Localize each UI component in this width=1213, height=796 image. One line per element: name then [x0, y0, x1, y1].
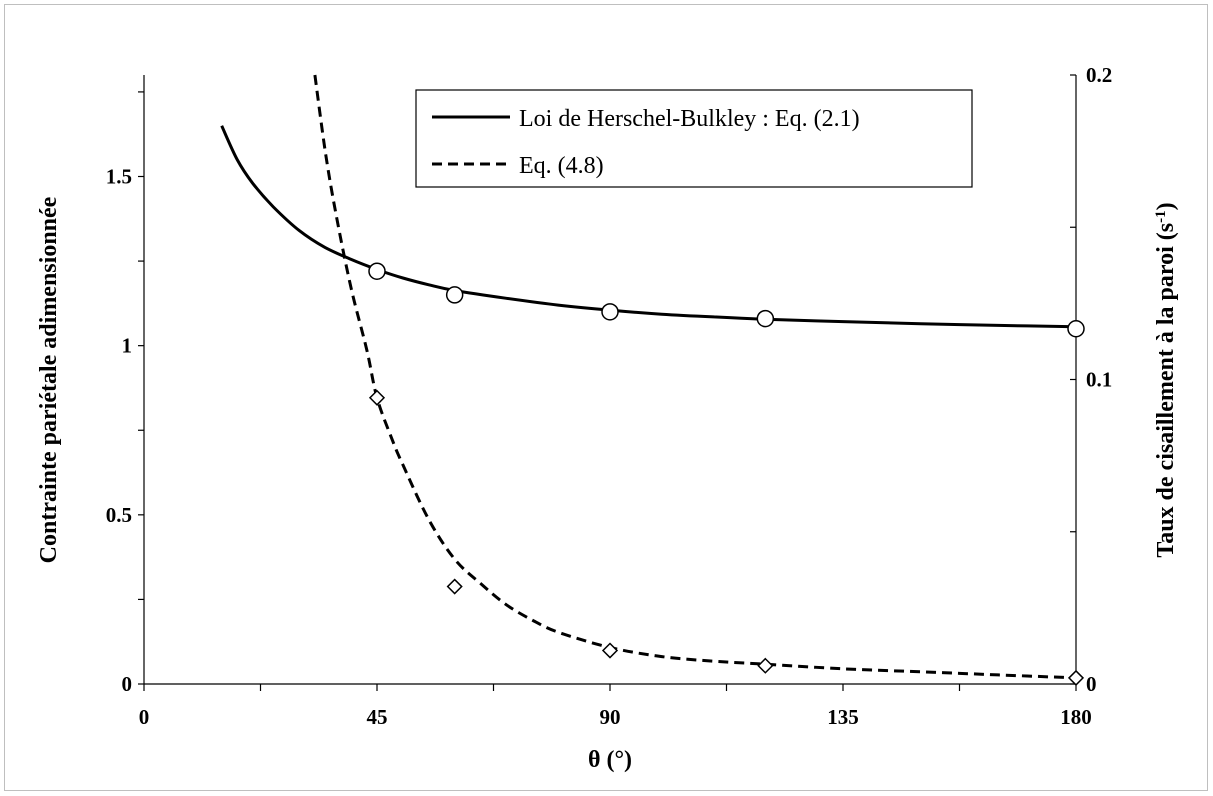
legend-label-herschel: Loi de Herschel-Bulkley : Eq. (2.1)	[519, 106, 860, 132]
x-tick-label: 135	[827, 705, 859, 729]
legend: Loi de Herschel-Bulkley : Eq. (2.1) Eq. …	[415, 89, 973, 188]
data-point-diamond	[446, 578, 463, 595]
y-right-tick-label: 0	[1086, 672, 1097, 696]
axes-layer	[143, 75, 1077, 685]
y-right-tick-label: 0.1	[1086, 368, 1112, 392]
data-point-circle	[445, 286, 464, 304]
x-tick-label: 180	[1060, 705, 1092, 729]
data-point-circle	[1067, 320, 1085, 338]
data-point-circle	[601, 303, 619, 321]
y-left-tick-label: 1.5	[106, 165, 132, 189]
y-axis-left-label: Contrainte pariétale adimensionnée	[36, 196, 62, 563]
x-tick-label: 90	[600, 705, 621, 729]
data-point-diamond	[757, 657, 774, 674]
y-right-tick-label: 0.2	[1086, 63, 1112, 87]
x-axis-label: θ (°)	[588, 747, 632, 773]
legend-label-eq48: Eq. (4.8)	[519, 153, 604, 179]
y-left-tick-label: 0.5	[106, 503, 132, 527]
x-tick-label: 45	[367, 705, 388, 729]
y-axis-right-label-sup: -1	[1153, 210, 1169, 223]
markers-layer	[368, 262, 1085, 686]
legend-box	[415, 89, 973, 188]
data-point-diamond	[368, 389, 386, 406]
data-point-circle	[756, 309, 775, 328]
data-point-diamond	[601, 642, 619, 659]
y-axis-right-label-close: )	[1153, 202, 1179, 210]
y-axis-right-label-main: Taux de cisaillement à la paroi (s	[1153, 223, 1179, 558]
x-tick-label: 0	[139, 705, 150, 729]
data-point-diamond	[1067, 669, 1085, 686]
data-point-circle	[368, 262, 386, 280]
y-left-tick-label: 0	[122, 672, 133, 696]
y-axis-right-label: Taux de cisaillement à la paroi (s-1)	[1153, 202, 1179, 557]
series-line-eq48	[313, 74, 1077, 680]
y-left-tick-label: 1	[122, 334, 133, 358]
